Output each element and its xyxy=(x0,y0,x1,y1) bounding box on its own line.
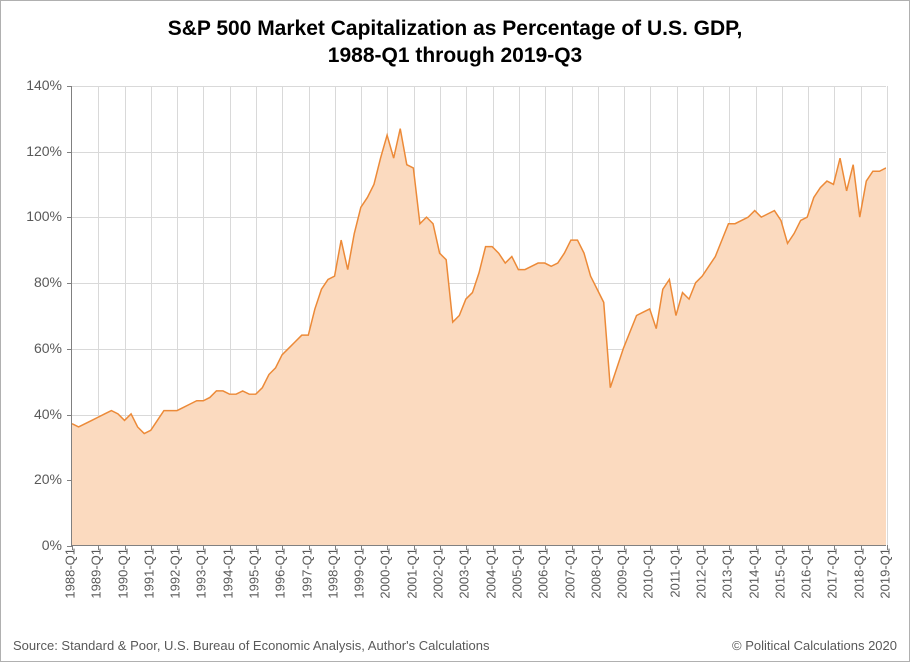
x-axis-label: 2017-Q1 xyxy=(825,548,840,599)
copyright-text: © Political Calculations 2020 xyxy=(732,638,897,653)
x-axis-label: 2006-Q1 xyxy=(536,548,551,599)
x-axis-label: 1998-Q1 xyxy=(325,548,340,599)
chart-title: S&P 500 Market Capitalization as Percent… xyxy=(1,1,909,70)
x-axis-label: 2003-Q1 xyxy=(457,548,472,599)
x-axis-label: 2015-Q1 xyxy=(772,548,787,599)
x-axis-label: 2002-Q1 xyxy=(431,548,446,599)
x-axis-label: 1989-Q1 xyxy=(89,548,104,599)
x-axis-label: 2019-Q1 xyxy=(878,548,893,599)
x-axis-label: 1994-Q1 xyxy=(220,548,235,599)
title-line-1: S&P 500 Market Capitalization as Percent… xyxy=(168,17,743,40)
y-axis-label: 140% xyxy=(12,77,62,93)
x-axis-label: 1988-Q1 xyxy=(63,548,78,599)
x-axis-label: 2000-Q1 xyxy=(378,548,393,599)
y-axis-label: 60% xyxy=(12,340,62,356)
x-axis-label: 2018-Q1 xyxy=(851,548,866,599)
y-axis-label: 80% xyxy=(12,274,62,290)
x-axis-label: 1995-Q1 xyxy=(247,548,262,599)
y-axis-label: 20% xyxy=(12,471,62,487)
y-axis-label: 0% xyxy=(12,537,62,553)
x-axis-label: 2007-Q1 xyxy=(562,548,577,599)
x-axis-label: 1992-Q1 xyxy=(168,548,183,599)
x-axis-label: 2011-Q1 xyxy=(667,548,682,598)
x-axis-label: 1996-Q1 xyxy=(273,548,288,599)
area-chart-svg xyxy=(72,86,886,545)
x-axis-label: 2008-Q1 xyxy=(588,548,603,599)
x-axis-label: 2013-Q1 xyxy=(720,548,735,599)
y-axis-label: 40% xyxy=(12,406,62,422)
x-axis-label: 1991-Q1 xyxy=(141,548,156,599)
x-axis-label: 2012-Q1 xyxy=(693,548,708,599)
x-axis-label: 1999-Q1 xyxy=(352,548,367,599)
source-text: Source: Standard & Poor, U.S. Bureau of … xyxy=(13,638,490,653)
x-axis-label: 2010-Q1 xyxy=(641,548,656,599)
x-axis-label: 2001-Q1 xyxy=(404,548,419,599)
y-axis-label: 100% xyxy=(12,208,62,224)
x-axis-label: 1993-Q1 xyxy=(194,548,209,599)
title-line-2: 1988-Q1 through 2019-Q3 xyxy=(328,44,582,67)
x-axis-label: 2014-Q1 xyxy=(746,548,761,599)
x-axis-label: 2004-Q1 xyxy=(483,548,498,599)
plot-area xyxy=(71,86,886,546)
x-axis-label: 1990-Q1 xyxy=(115,548,130,599)
x-axis-label: 2009-Q1 xyxy=(615,548,630,599)
x-axis-label: 2016-Q1 xyxy=(799,548,814,599)
area-fill xyxy=(72,129,886,545)
x-axis-label: 2005-Q1 xyxy=(509,548,524,599)
y-axis-label: 120% xyxy=(12,143,62,159)
x-axis-label: 1997-Q1 xyxy=(299,548,314,599)
grid-line-v xyxy=(887,86,888,545)
